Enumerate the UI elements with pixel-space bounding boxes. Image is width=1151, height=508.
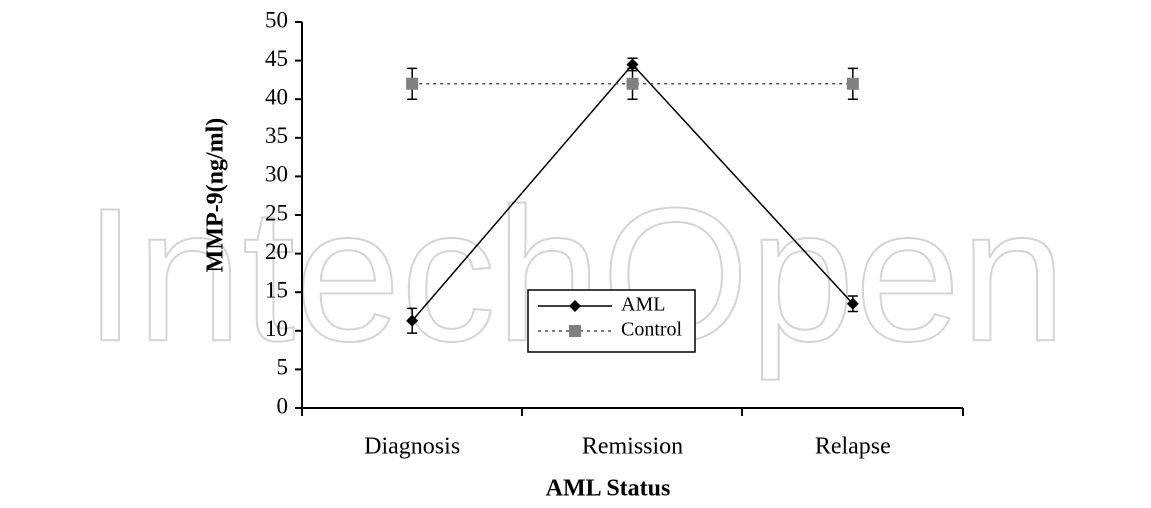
data-point xyxy=(846,77,859,90)
y-tick-label: 50 xyxy=(265,7,288,32)
y-tick-label: 25 xyxy=(265,200,288,225)
x-ticks xyxy=(301,408,964,416)
x-tick-label: Diagnosis xyxy=(364,434,460,460)
data-point xyxy=(626,77,639,90)
y-tick-label: 20 xyxy=(265,239,288,264)
x-tick-label: Remission xyxy=(582,434,683,460)
data-point xyxy=(406,77,419,90)
y-tick-label: 45 xyxy=(265,46,288,71)
legend-label: Control xyxy=(621,319,683,341)
x-tick-label: Relapse xyxy=(815,434,891,460)
y-axis-title: MMP-9(ng/ml) xyxy=(203,118,229,273)
legend-marker xyxy=(569,300,581,312)
x-axis-title: AML Status xyxy=(546,476,671,502)
y-tick-label: 5 xyxy=(277,355,289,380)
y-tick-label: 15 xyxy=(265,277,288,302)
y-tick-label: 10 xyxy=(265,316,288,341)
data-point xyxy=(406,314,419,327)
data-point xyxy=(626,58,639,71)
legend-label: AML xyxy=(621,294,665,316)
y-tick-label: 40 xyxy=(265,84,288,109)
legend-marker xyxy=(569,325,581,337)
legend-box xyxy=(527,289,696,353)
data-point xyxy=(846,297,859,310)
y-tick-label: 0 xyxy=(277,393,289,418)
y-tick-label: 35 xyxy=(265,123,288,148)
y-tick-label: 30 xyxy=(265,162,288,187)
